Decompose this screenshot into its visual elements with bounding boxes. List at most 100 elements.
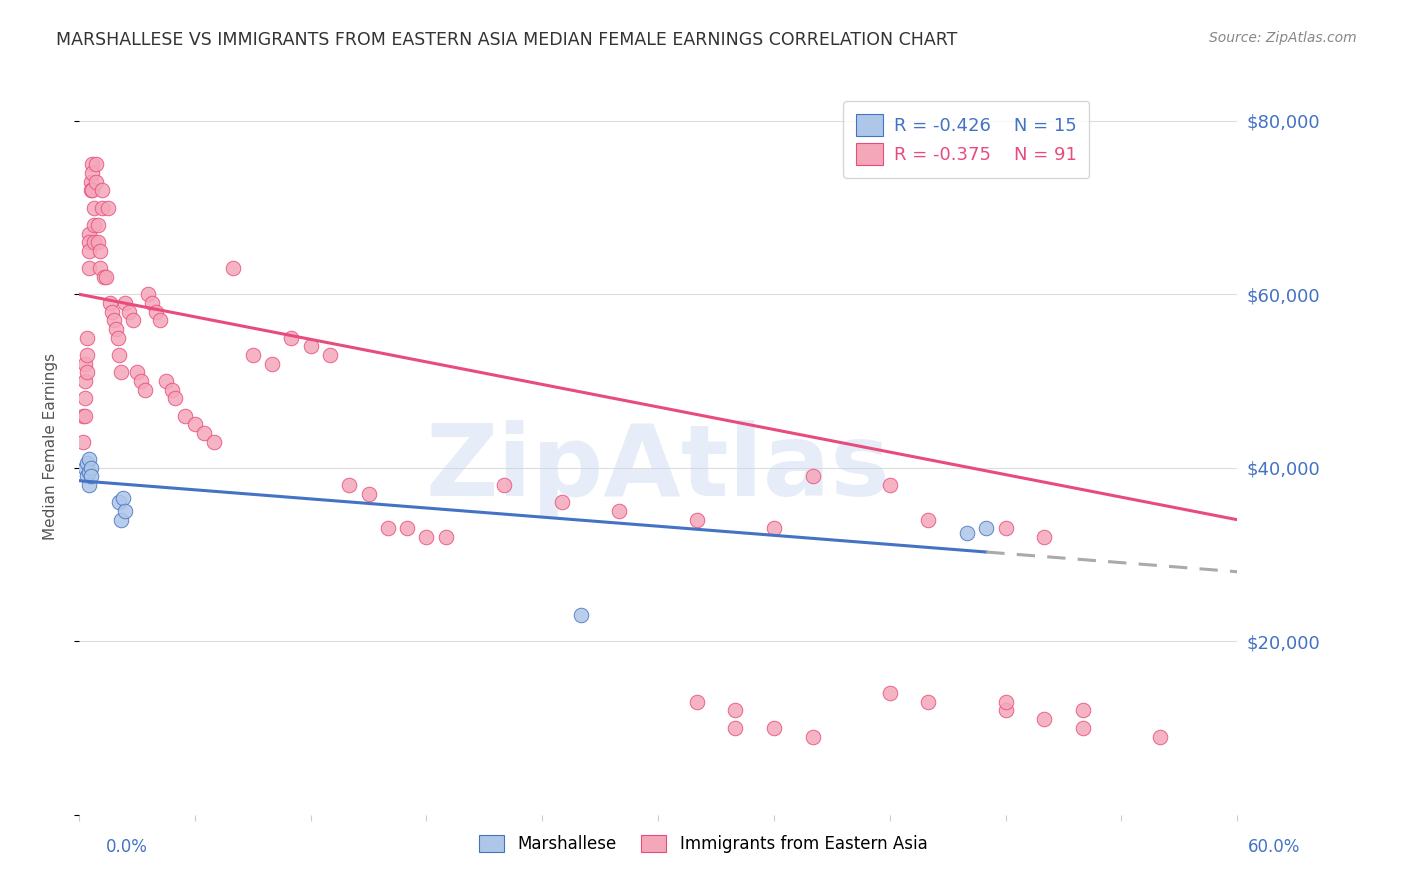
Point [184, 417, 207, 432]
Point [974, 521, 997, 535]
Point [1149, 730, 1171, 744]
Point [609, 504, 631, 518]
Point [762, 521, 785, 535]
Point [77, 227, 100, 241]
Point [79, 174, 101, 188]
Point [82, 166, 104, 180]
Point [76, 348, 98, 362]
Point [994, 695, 1017, 709]
Point [994, 521, 1017, 535]
Point [550, 495, 572, 509]
Legend: Marshallese, Immigrants from Eastern Asia: Marshallese, Immigrants from Eastern Asi… [471, 827, 935, 862]
Point [91, 201, 114, 215]
Point [108, 495, 131, 509]
Point [73, 392, 96, 406]
Point [396, 521, 419, 535]
Point [108, 348, 131, 362]
Point [77, 478, 100, 492]
Point [93, 269, 115, 284]
Point [377, 521, 399, 535]
Point [492, 478, 515, 492]
Point [956, 525, 979, 540]
Point [155, 374, 177, 388]
Point [87, 235, 110, 250]
Point [686, 695, 709, 709]
Point [129, 374, 152, 388]
Point [94, 269, 117, 284]
Point [72, 434, 94, 449]
Point [91, 183, 114, 197]
Point [686, 513, 709, 527]
Point [1071, 721, 1094, 735]
Point [1033, 530, 1056, 544]
Point [76, 469, 98, 483]
Point [122, 313, 145, 327]
Point [357, 486, 380, 500]
Point [97, 201, 120, 215]
Point [104, 322, 127, 336]
Point [569, 608, 592, 623]
Point [879, 686, 901, 700]
Point [337, 478, 360, 492]
Point [86, 174, 108, 188]
Point [83, 218, 105, 232]
Point [879, 478, 901, 492]
Point [299, 339, 322, 353]
Point [202, 434, 225, 449]
Point [114, 296, 136, 310]
Point [141, 296, 163, 310]
Point [1071, 704, 1094, 718]
Point [994, 704, 1017, 718]
Legend: R = -0.426    N = 15, R = -0.375    N = 91: R = -0.426 N = 15, R = -0.375 N = 91 [844, 101, 1090, 178]
Point [73, 460, 96, 475]
Point [89, 244, 111, 258]
Text: MARSHALLESE VS IMMIGRANTS FROM EASTERN ASIA MEDIAN FEMALE EARNINGS CORRELATION C: MARSHALLESE VS IMMIGRANTS FROM EASTERN A… [56, 31, 957, 49]
Text: 0.0%: 0.0% [105, 838, 148, 855]
Point [145, 304, 167, 318]
Point [77, 244, 100, 258]
Point [83, 235, 105, 250]
Point [193, 425, 215, 440]
Point [73, 409, 96, 423]
Point [83, 201, 105, 215]
Point [79, 469, 101, 483]
Point [76, 456, 98, 470]
Point [1033, 712, 1056, 726]
Point [77, 452, 100, 467]
Point [76, 365, 98, 379]
Point [319, 348, 342, 362]
Point [89, 261, 111, 276]
Point [82, 157, 104, 171]
Point [79, 183, 101, 197]
Point [149, 313, 172, 327]
Point [73, 357, 96, 371]
Point [77, 261, 100, 276]
Point [76, 330, 98, 344]
Point [917, 695, 939, 709]
Point [138, 287, 160, 301]
Point [134, 383, 156, 397]
Text: 60.0%: 60.0% [1249, 838, 1301, 855]
Point [103, 313, 125, 327]
Text: ZipAtlas: ZipAtlas [426, 419, 890, 516]
Point [77, 235, 100, 250]
Point [82, 183, 104, 197]
Point [110, 513, 132, 527]
Point [77, 465, 100, 479]
Point [73, 374, 96, 388]
Point [917, 513, 939, 527]
Point [118, 304, 141, 318]
Point [724, 704, 747, 718]
Point [72, 409, 94, 423]
Text: Source: ZipAtlas.com: Source: ZipAtlas.com [1209, 31, 1357, 45]
Point [801, 469, 824, 483]
Point [125, 365, 148, 379]
Point [79, 460, 101, 475]
Point [160, 383, 183, 397]
Point [174, 409, 197, 423]
Point [724, 721, 747, 735]
Point [762, 721, 785, 735]
Point [165, 392, 187, 406]
Point [801, 730, 824, 744]
Point [222, 261, 245, 276]
